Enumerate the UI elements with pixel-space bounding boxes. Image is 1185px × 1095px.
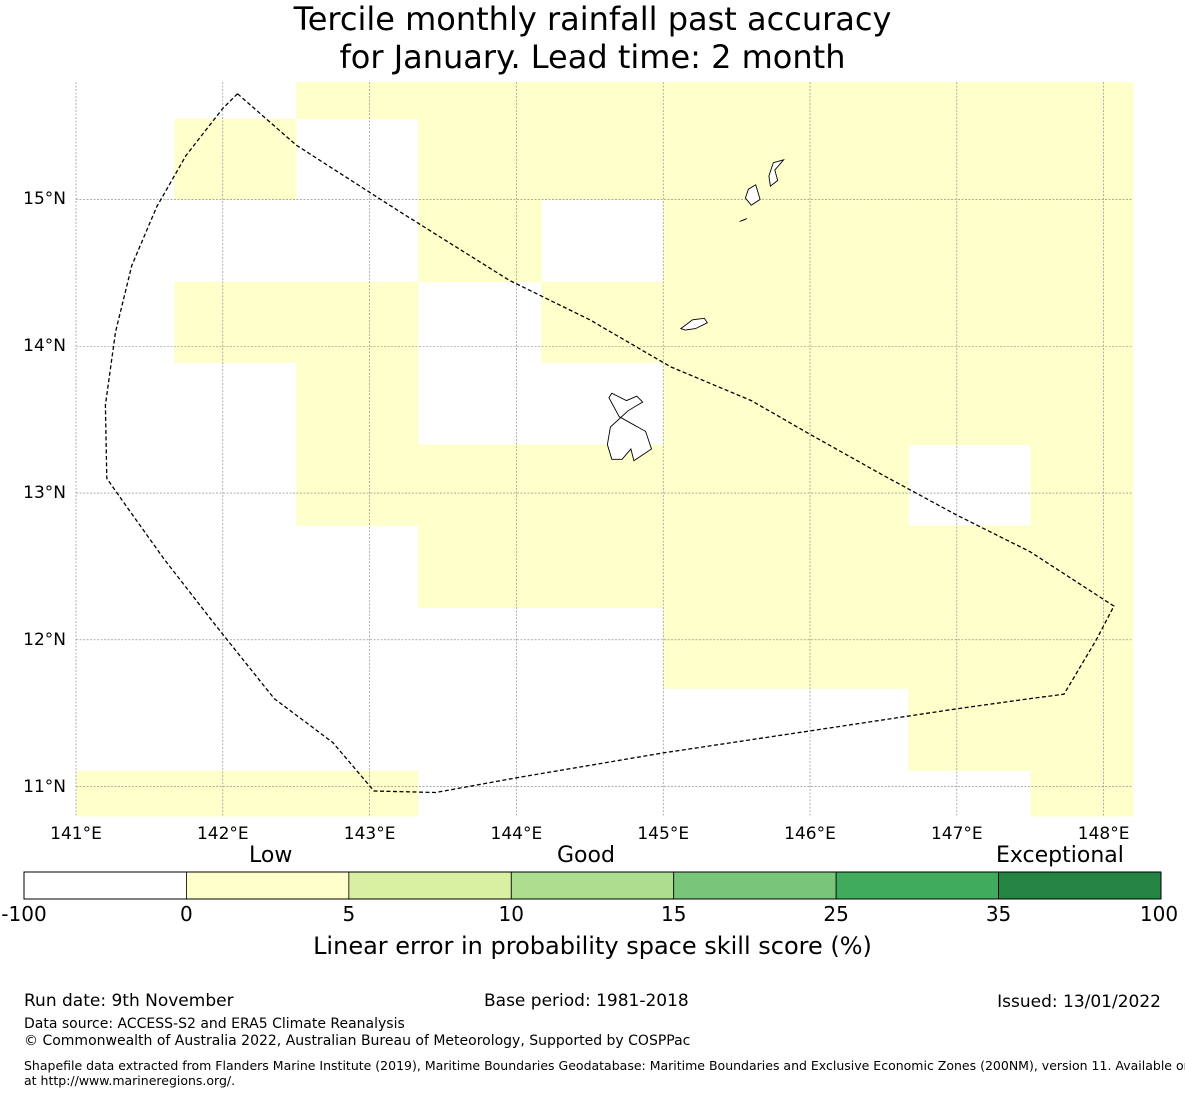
data-source: Data source: ACCESS-S2 and ERA5 Climate … <box>24 1016 405 1032</box>
lat-tick-label: 12°N <box>23 629 66 650</box>
island-outline <box>739 218 748 222</box>
colorbar-tick-label: 0 <box>180 902 193 926</box>
low-skill-cell <box>663 199 1134 283</box>
graticule-layer <box>75 82 1133 816</box>
lon-tick-label: 146°E <box>784 824 836 844</box>
copyright: © Commonwealth of Australia 2022, Austra… <box>24 1033 691 1049</box>
colorbar-segment <box>510 871 675 900</box>
base-period: Base period: 1981-2018 <box>484 991 689 1011</box>
low-skill-cell <box>418 525 1134 609</box>
lon-tick-label: 143°E <box>343 824 396 844</box>
island-outline <box>606 392 653 462</box>
low-skill-cell <box>663 362 1134 446</box>
low-skill-cell <box>296 444 909 526</box>
lon-tick-label: 141°E <box>50 824 102 844</box>
skill-cells-layer <box>76 82 1134 817</box>
low-skill-cell <box>541 281 1134 363</box>
colorbar-tick-label: -100 <box>1 902 47 926</box>
low-skill-cell <box>76 770 419 817</box>
colorbar-category-good: Good <box>557 843 615 868</box>
eez-boundary-line <box>104 93 1115 794</box>
eez-boundary-layer <box>104 93 1115 794</box>
low-skill-cell <box>418 199 542 283</box>
lon-tick-label: 145°E <box>637 824 690 844</box>
low-skill-cell <box>296 82 1134 120</box>
lat-tick-label: 11°N <box>23 776 66 797</box>
colorbar-tick-label: 25 <box>823 902 849 926</box>
low-skill-cell <box>908 688 1134 771</box>
lat-tick-label: 13°N <box>23 483 66 504</box>
title-line-2: for January. Lead time: 2 month <box>339 38 846 76</box>
low-skill-cell <box>174 281 419 363</box>
low-skill-cell <box>296 362 419 446</box>
colorbar-segment <box>998 871 1162 900</box>
island-outline <box>679 317 708 331</box>
shapefile-credit-line-1: Shapefile data extracted from Flanders M… <box>24 1058 1185 1073</box>
title-line-1: Tercile monthly rainfall past accuracy <box>293 0 892 38</box>
coastline-layer <box>606 158 785 462</box>
colorbar-segment <box>673 871 837 900</box>
low-skill-cell <box>418 118 1134 200</box>
low-skill-cell <box>1030 770 1134 817</box>
lon-tick-label: 142°E <box>196 824 249 844</box>
map-panel <box>75 82 1134 817</box>
colorbar-segment <box>23 871 187 900</box>
colorbar-label: Linear error in probability space skill … <box>313 932 872 960</box>
lat-tick-label: 14°N <box>23 336 66 357</box>
colorbar-category-low: Low <box>249 843 293 868</box>
colorbar-segment <box>186 871 350 900</box>
low-skill-cell <box>174 118 297 200</box>
colorbar-tick-label: 15 <box>660 902 687 926</box>
lon-tick-label: 144°E <box>490 824 543 844</box>
lon-tick-label: 147°E <box>930 824 983 844</box>
colorbar-tick-label: 35 <box>985 902 1012 926</box>
issued-date: Issued: 13/01/2022 <box>997 992 1161 1012</box>
run-date: Run date: 9th November <box>24 991 234 1011</box>
colorbar <box>23 871 1162 900</box>
lat-tick-label: 15°N <box>23 189 66 210</box>
colorbar-category-exceptional: Exceptional <box>996 843 1124 868</box>
colorbar-tick-label: 5 <box>342 902 356 926</box>
low-skill-cell <box>663 607 1134 689</box>
island-outline <box>744 184 761 206</box>
colorbar-frame <box>23 871 1162 900</box>
colorbar-tick-label: 10 <box>498 902 525 926</box>
colorbar-tick-label: 100 <box>1139 902 1179 926</box>
lon-tick-label: 148°E <box>1077 824 1130 844</box>
island-outline <box>768 158 785 188</box>
shapefile-credit-line-2: at http://www.marineregions.org/. <box>24 1073 236 1088</box>
low-skill-cell <box>1030 444 1134 526</box>
colorbar-segment <box>348 871 512 900</box>
colorbar-segment <box>835 871 999 900</box>
chart-title: Tercile monthly rainfall past accuracy f… <box>0 0 1185 76</box>
